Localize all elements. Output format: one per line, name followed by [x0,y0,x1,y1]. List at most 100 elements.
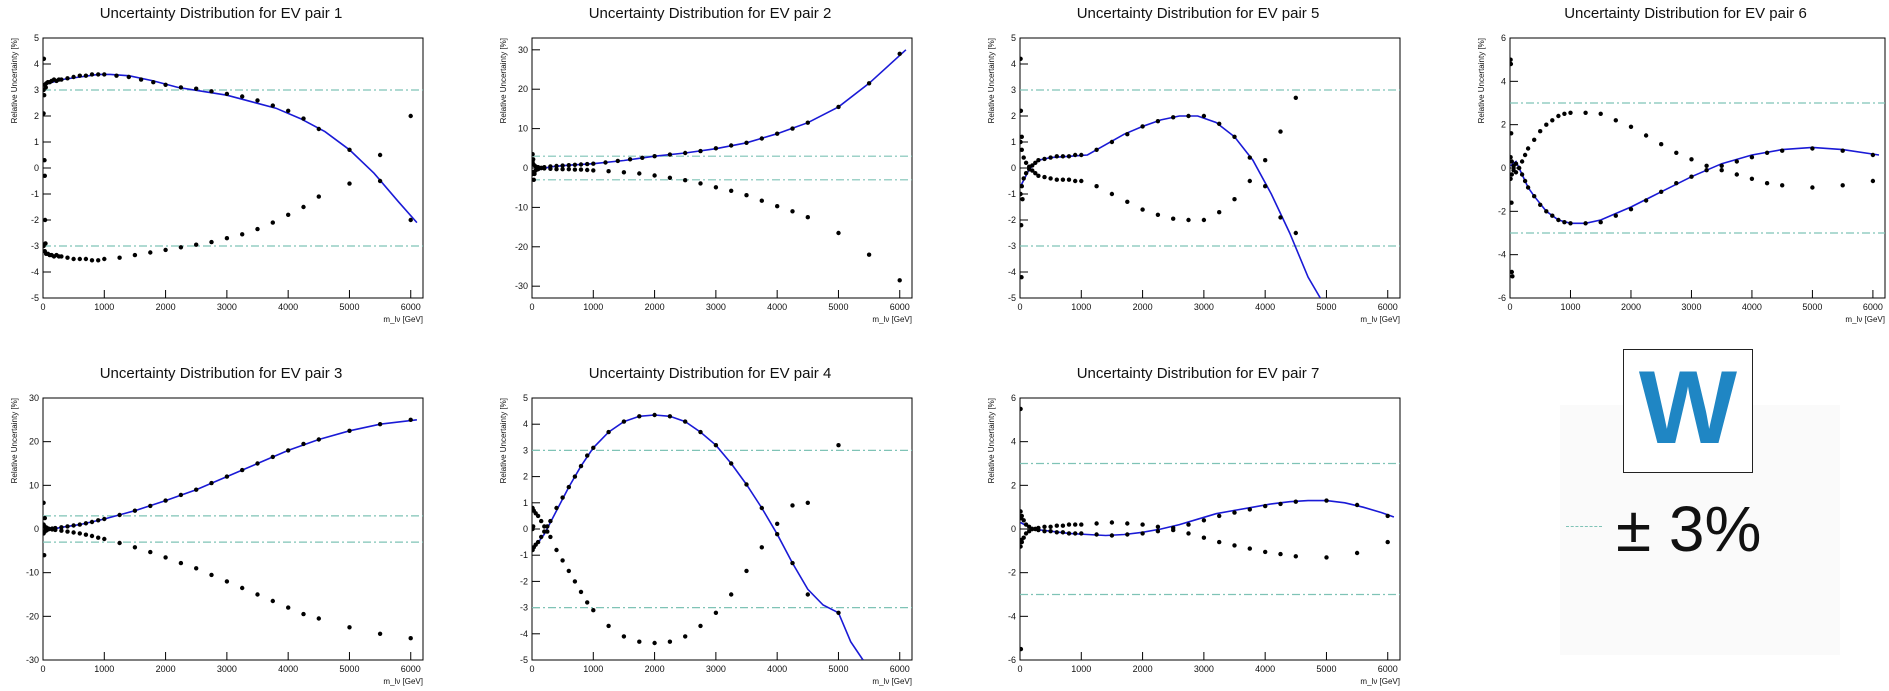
x-tick-label: 6000 [1378,302,1398,312]
data-point-up [148,503,153,509]
data-point-up [1054,530,1060,535]
data-point-up [1042,156,1047,162]
data-point-down [1519,172,1525,177]
data-point-down [637,639,642,644]
y-axis-label: Relative Uncertainty [%] [987,38,996,123]
data-point-down [1659,189,1664,194]
x-axis-label: m_lν [GeV] [872,677,912,686]
data-point-extra [532,152,535,157]
data-point-down [1073,522,1078,527]
data-point-down [539,518,544,524]
data-point-extra [1020,223,1024,228]
data-point-extra [43,500,46,505]
data-point-down [1027,529,1032,534]
data-point-down [89,258,95,263]
data-point-up [1544,122,1549,127]
data-point-up [224,91,230,97]
data-point-down [542,524,547,529]
data-point-down [621,170,627,175]
data-point-down [1020,544,1023,549]
x-tick-label: 2000 [645,302,665,312]
data-point-up [126,74,131,80]
x-tick-label: 2000 [156,302,176,312]
data-point-up [1385,513,1390,519]
data-point-up [1293,230,1299,236]
y-tick-label: -2 [520,576,528,586]
data-point-up [1155,529,1161,534]
data-point-down [1060,523,1066,528]
data-point-up [606,429,611,435]
data-point-up [132,508,138,513]
data-point-up [114,73,119,78]
data-point-extra [43,158,47,163]
data-point-down [729,188,734,193]
y-tick-label: -1 [31,189,39,199]
data-point-up [560,495,565,500]
data-point-up [667,414,673,419]
x-tick-label: 6000 [401,302,421,312]
y-tick-label: -30 [26,655,39,665]
plot-frame [42,37,424,299]
data-point-up [1263,184,1268,189]
y-tick-label: -6 [1008,655,1016,665]
plot-area [43,417,417,641]
data-point-down [572,579,578,584]
data-point-down [377,152,383,158]
x-tick-label: 4000 [767,302,787,312]
data-point-down [1583,221,1588,226]
data-point-down [1538,202,1543,207]
data-point-down [255,226,260,232]
y-tick-label: 5 [523,393,528,403]
data-point-down [585,600,590,605]
data-point-extra [1510,57,1513,62]
data-point-up [1125,532,1130,537]
data-point-down [240,585,245,591]
data-point-down [1293,95,1299,101]
y-tick-label: 3 [523,445,528,455]
plot-frame [1019,397,1401,661]
data-point-down [1556,217,1561,223]
data-point-down [65,255,70,260]
data-point-down [1020,139,1023,145]
data-point-down [1232,543,1237,548]
data-point-up [790,126,795,131]
data-point-up [77,73,83,78]
data-point-down [1020,147,1024,152]
data-point-down [1201,535,1207,540]
data-point-down [683,178,688,183]
data-point-extra [1020,537,1024,543]
data-point-up [652,412,657,418]
data-point-up [627,157,633,162]
data-point-down [554,547,559,553]
data-point-extra [532,171,537,177]
x-tick-label: 4000 [767,664,787,674]
data-point-up [1171,115,1176,120]
data-point-down [542,166,547,171]
y-tick-label: 0 [1011,163,1016,173]
data-point-up [1354,502,1360,508]
data-point-up [255,98,260,103]
x-tick-label: 5000 [339,302,359,312]
data-point-up [1562,111,1567,117]
y-tick-label: 4 [1011,437,1016,447]
chart-panel-1: Uncertainty Distribution for EV pair 1 -5… [10,5,424,324]
data-point-up [117,512,122,518]
data-point-extra [43,553,47,558]
data-point-up [1066,531,1072,536]
data-point-up [1201,113,1207,119]
data-point-extra [1020,646,1024,652]
legend-band-label: ± 3% [1616,493,1762,565]
data-point-extra [43,217,48,223]
data-point-up [539,534,544,540]
x-tick-label: 3000 [1194,664,1214,674]
x-tick-label: 3000 [1194,302,1214,312]
data-point-down [805,500,810,505]
data-point-down [560,167,565,172]
data-point-down [1513,161,1519,166]
data-point-up [698,148,703,154]
y-tick-label: -2 [1498,206,1506,216]
y-tick-label: -4 [1008,611,1016,621]
y-tick-label: 20 [29,437,39,447]
data-point-up [1719,168,1724,173]
data-point-up [194,86,199,91]
